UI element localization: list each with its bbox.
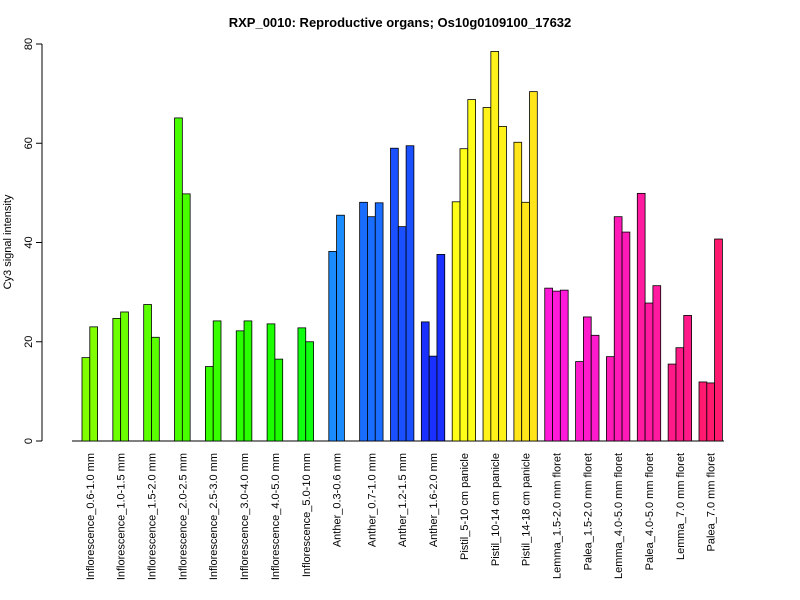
category-label: Lemma_4.0-5.0 mm floret — [613, 453, 625, 579]
chart-title: RXP_0010: Reproductive organs; Os10g0109… — [229, 15, 572, 30]
bar — [683, 315, 692, 442]
bar — [467, 99, 476, 442]
category-label: Inflorescence_1.5-2.0 mm — [147, 453, 159, 580]
bar — [243, 320, 253, 442]
bars-group — [81, 51, 723, 442]
category-label: Inflorescence_2.5-3.0 mm — [208, 453, 220, 580]
bar — [675, 347, 685, 442]
bar — [397, 226, 407, 442]
category-label: Pistil_5-10 cm panicle — [459, 453, 471, 560]
bar — [606, 356, 615, 442]
bar — [336, 214, 345, 442]
bar — [359, 201, 368, 442]
bar — [89, 326, 99, 442]
bar — [583, 316, 592, 442]
category-label: Inflorescence_2.0-2.5 mm — [177, 453, 189, 580]
bar — [151, 336, 160, 442]
bar — [698, 381, 708, 442]
category-label: Anther_0.3-0.6 mm — [332, 453, 344, 547]
category-label: Inflorescence_5.0-10 mm — [301, 453, 313, 577]
bar — [328, 251, 337, 442]
bar — [174, 117, 183, 442]
bar — [266, 323, 276, 442]
category-label: Palea_1.5-2.0 mm floret — [582, 453, 594, 570]
y-tick-label: 40 — [23, 236, 35, 248]
bar — [652, 285, 662, 442]
bar — [490, 51, 500, 442]
bar — [436, 254, 446, 442]
category-label: Pistil_14-18 cm panicle — [521, 453, 533, 566]
bar — [482, 107, 492, 442]
bar — [529, 91, 538, 442]
bar — [521, 201, 530, 442]
category-label: Palea_4.0-5.0 mm floret — [644, 453, 656, 570]
category-label: Anther_0.7-1.0 mm — [366, 453, 378, 547]
bar — [451, 201, 461, 442]
category-label: Inflorescence_1.0-1.5 mm — [116, 453, 128, 580]
bar — [390, 147, 399, 442]
bar — [297, 327, 307, 442]
category-label: Inflorescence_3.0-4.0 mm — [239, 453, 251, 580]
category-label: Inflorescence_4.0-5.0 mm — [270, 453, 282, 580]
bar — [235, 330, 245, 442]
bar — [636, 192, 646, 442]
bar — [181, 193, 191, 442]
bar — [420, 321, 430, 442]
bar — [590, 334, 600, 442]
category-label: Lemma_7.0 mm floret — [675, 453, 687, 560]
bar — [405, 145, 415, 442]
bar — [120, 311, 129, 442]
bar — [112, 318, 122, 442]
bar — [706, 382, 715, 442]
bar — [428, 355, 438, 442]
y-tick-label: 60 — [23, 137, 35, 149]
category-label: Lemma_1.5-2.0 mm floret — [551, 453, 563, 579]
category-label: Palea_7.0 mm floret — [706, 453, 718, 551]
bar — [559, 289, 569, 442]
bar — [575, 361, 584, 442]
y-tick-label: 0 — [23, 438, 35, 444]
bar — [274, 358, 284, 442]
bar — [498, 125, 507, 442]
bar — [305, 341, 314, 442]
bar — [367, 216, 376, 442]
bar — [513, 141, 523, 442]
bar — [459, 148, 469, 442]
y-tick-label: 80 — [23, 38, 35, 50]
y-axis: 0 20 40 60 80 — [23, 38, 43, 444]
bar — [667, 363, 677, 442]
bar — [212, 320, 222, 442]
bar — [374, 202, 384, 442]
bar — [544, 287, 553, 442]
bar — [81, 357, 91, 442]
y-tick-label: 20 — [23, 336, 35, 348]
y-axis-label: Cy3 signal intensity — [2, 194, 14, 289]
bar — [644, 302, 654, 442]
category-label: Pistil_10-14 cm panicle — [490, 453, 502, 566]
category-label: Anther_1.6-2.0 mm — [428, 453, 440, 547]
bar — [552, 290, 561, 442]
bar — [204, 366, 214, 442]
category-labels: Inflorescence_0.6-1.0 mm Inflorescence_1.… — [85, 453, 718, 580]
bar — [143, 304, 152, 442]
bar — [613, 216, 623, 442]
bar — [714, 238, 723, 442]
bar — [621, 231, 631, 442]
category-label: Anther_1.2-1.5 mm — [397, 453, 409, 547]
category-label: Inflorescence_0.6-1.0 mm — [85, 453, 97, 580]
